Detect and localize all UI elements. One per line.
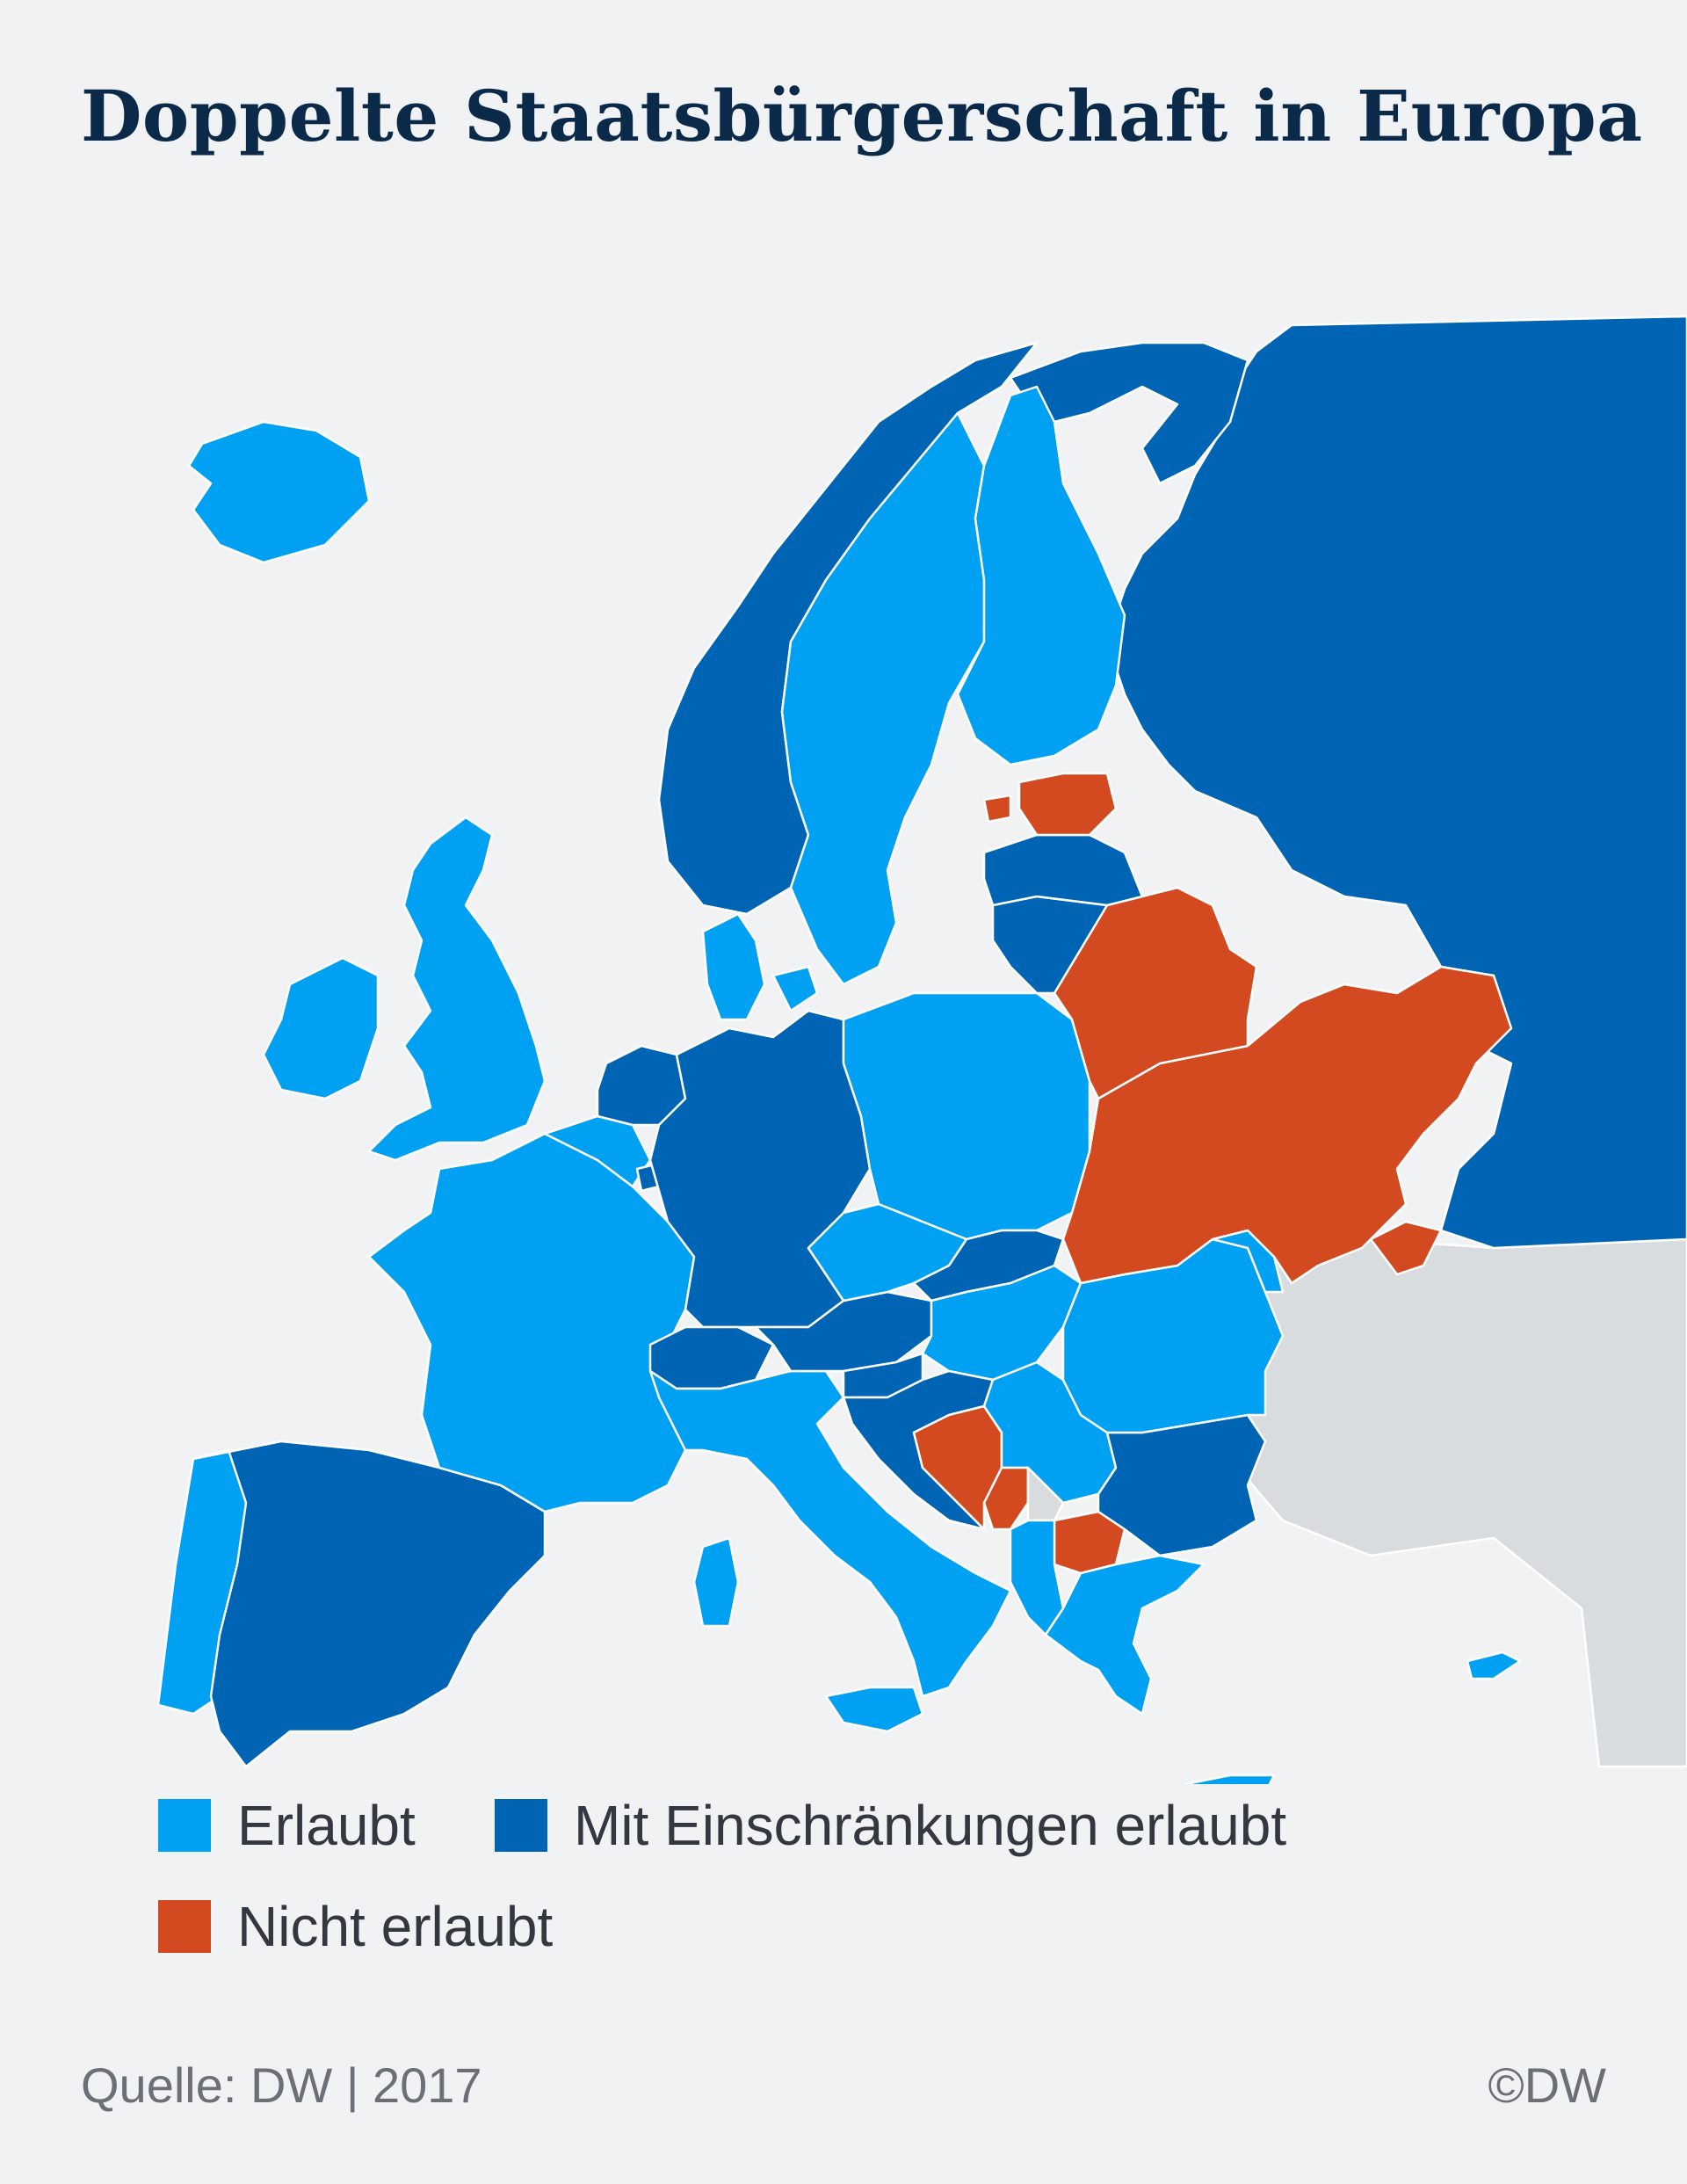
country-ukraine [1061, 965, 1513, 1285]
legend-swatch-erlaubt [158, 1799, 211, 1852]
country-italy-sicily [824, 1686, 924, 1733]
country-russia [1105, 315, 1687, 1250]
country-albania [1009, 1519, 1065, 1636]
legend-item-nicht-erlaubt: Nicht erlaubt [158, 1898, 553, 1955]
country-estonia [1017, 772, 1118, 837]
country-russia-kola [1009, 341, 1249, 485]
country-ukraine-crimea [1369, 1220, 1443, 1276]
map-title: Doppelte Staatsbürgerschaft in Europa [81, 75, 1643, 157]
country-finland [956, 385, 1126, 766]
country-denmark-islands [771, 965, 819, 1012]
country-greece [1044, 1554, 1206, 1716]
country-uk [367, 816, 547, 1162]
country-italy-sardinia [692, 1536, 740, 1628]
legend-label-erlaubt: Erlaubt [237, 1794, 416, 1857]
country-latvia [982, 833, 1144, 907]
country-belarus [1053, 886, 1258, 1100]
source-note: Quelle: DW | 2017 [81, 2057, 482, 2113]
legend-label-nicht-erlaubt: Nicht erlaubt [237, 1895, 554, 1958]
legend-item-erlaubt: Erlaubt [158, 1797, 416, 1854]
europe-map [156, 315, 1687, 1784]
country-greece-crete [1184, 1774, 1276, 1784]
legend-swatch-nicht-erlaubt [158, 1900, 211, 1953]
country-spain [192, 1440, 547, 1768]
country-cyprus [1466, 1651, 1522, 1680]
legend-item-eingeschraenkt: Mit Einschränkungen erlaubt [495, 1797, 1286, 1854]
country-poland [842, 991, 1091, 1241]
country-iceland [187, 420, 371, 564]
country-estonia-islands [982, 794, 1012, 824]
copyright-credit: ©DW [1488, 2057, 1606, 2113]
country-denmark [701, 912, 766, 1021]
legend-label-eingeschraenkt: Mit Einschränkungen erlaubt [574, 1794, 1287, 1857]
country-ireland [262, 956, 380, 1100]
region-not-covered-east [1228, 1237, 1687, 1768]
legend-swatch-eingeschraenkt [495, 1799, 547, 1852]
country-hungary [921, 1264, 1082, 1382]
